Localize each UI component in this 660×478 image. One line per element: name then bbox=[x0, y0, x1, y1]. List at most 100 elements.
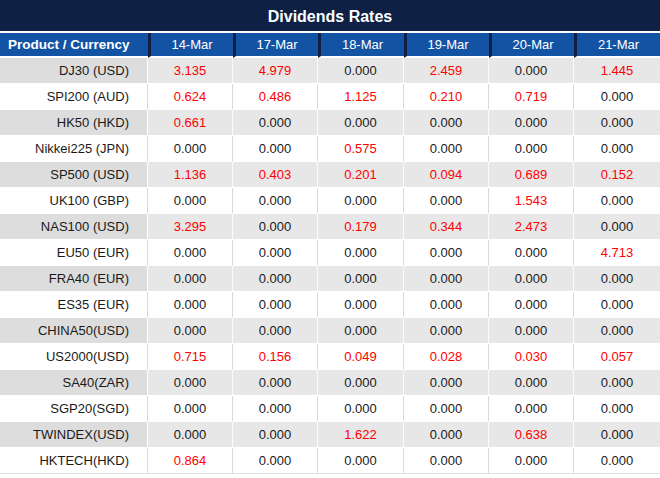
table-row: HKTECH(HKD)0.8640.0000.0000.0000.0000.00… bbox=[0, 448, 660, 474]
dividend-value-cell: 0.000 bbox=[318, 240, 404, 266]
product-cell: UK100 (GBP) bbox=[0, 188, 148, 214]
dividend-value-cell: 0.156 bbox=[233, 344, 318, 370]
dividends-rates-panel: Dividends Rates Product / Currency 14-Ma… bbox=[0, 0, 660, 478]
dividend-value-cell: 0.000 bbox=[574, 370, 660, 396]
dividend-value-cell: 0.000 bbox=[233, 422, 318, 448]
table-row: SP500 (USD)1.1360.4030.2010.0940.6890.15… bbox=[0, 162, 660, 188]
dividend-value-cell: 1.125 bbox=[318, 84, 404, 110]
table-row: EU50 (EUR)0.0000.0000.0000.0000.0004.713 bbox=[0, 240, 660, 266]
dividend-value-cell: 0.000 bbox=[233, 318, 318, 344]
dividend-value-cell: 0.000 bbox=[489, 110, 574, 136]
dividend-value-cell: 3.295 bbox=[148, 214, 233, 240]
dividend-value-cell: 0.689 bbox=[489, 162, 574, 188]
table-body: DJ30 (USD)3.1354.9790.0002.4590.0001.445… bbox=[0, 58, 660, 474]
dividend-value-cell: 0.000 bbox=[489, 370, 574, 396]
dividend-value-cell: 0.000 bbox=[404, 422, 489, 448]
dividend-value-cell: 0.201 bbox=[318, 162, 404, 188]
dividend-value-cell: 0.000 bbox=[318, 110, 404, 136]
dividend-value-cell: 0.028 bbox=[404, 344, 489, 370]
dividend-value-cell: 0.000 bbox=[404, 396, 489, 422]
dividend-value-cell: 0.000 bbox=[233, 136, 318, 162]
product-cell: HK50 (HKD) bbox=[0, 110, 148, 136]
dividend-value-cell: 0.000 bbox=[318, 370, 404, 396]
dividend-value-cell: 3.135 bbox=[148, 58, 233, 84]
dividend-value-cell: 0.179 bbox=[318, 214, 404, 240]
product-cell: SGP20(SGD) bbox=[0, 396, 148, 422]
product-cell: FRA40 (EUR) bbox=[0, 266, 148, 292]
dividend-value-cell: 0.152 bbox=[574, 162, 660, 188]
date-column-header: 18-Mar bbox=[318, 33, 404, 58]
dividend-value-cell: 0.000 bbox=[148, 396, 233, 422]
table-row: Nikkei225 (JPN)0.0000.0000.5750.0000.000… bbox=[0, 136, 660, 162]
table-row: SPI200 (AUD)0.6240.4861.1250.2100.7190.0… bbox=[0, 84, 660, 110]
dividend-value-cell: 0.000 bbox=[574, 188, 660, 214]
product-cell: CHINA50(USD) bbox=[0, 318, 148, 344]
dividend-value-cell: 0.000 bbox=[318, 448, 404, 474]
dividend-value-cell: 0.000 bbox=[404, 292, 489, 318]
dividend-value-cell: 0.000 bbox=[574, 292, 660, 318]
product-cell: HKTECH(HKD) bbox=[0, 448, 148, 474]
dividend-value-cell: 0.000 bbox=[148, 266, 233, 292]
dividend-value-cell: 0.000 bbox=[148, 318, 233, 344]
dividend-value-cell: 4.979 bbox=[233, 58, 318, 84]
dividend-value-cell: 0.000 bbox=[318, 188, 404, 214]
dividend-value-cell: 0.000 bbox=[233, 370, 318, 396]
dividend-value-cell: 1.445 bbox=[574, 58, 660, 84]
dividend-value-cell: 0.000 bbox=[404, 318, 489, 344]
date-column-header: 21-Mar bbox=[574, 33, 660, 58]
dividend-value-cell: 0.000 bbox=[233, 448, 318, 474]
dividend-value-cell: 0.000 bbox=[489, 448, 574, 474]
dividend-value-cell: 0.000 bbox=[233, 240, 318, 266]
dividend-value-cell: 0.864 bbox=[148, 448, 233, 474]
dividend-value-cell: 0.000 bbox=[404, 240, 489, 266]
dividend-value-cell: 0.661 bbox=[148, 110, 233, 136]
dividend-value-cell: 0.000 bbox=[574, 422, 660, 448]
date-column-header: 17-Mar bbox=[233, 33, 318, 58]
dividend-value-cell: 0.000 bbox=[148, 240, 233, 266]
dividend-value-cell: 0.000 bbox=[574, 448, 660, 474]
dividend-value-cell: 1.622 bbox=[318, 422, 404, 448]
table-row: SA40(ZAR)0.0000.0000.0000.0000.0000.000 bbox=[0, 370, 660, 396]
product-cell: NAS100 (USD) bbox=[0, 214, 148, 240]
date-column-header: 20-Mar bbox=[489, 33, 574, 58]
dividend-value-cell: 4.713 bbox=[574, 240, 660, 266]
header-row: Product / Currency 14-Mar 17-Mar 18-Mar … bbox=[0, 33, 660, 58]
dividend-value-cell: 0.719 bbox=[489, 84, 574, 110]
dividend-value-cell: 0.000 bbox=[148, 188, 233, 214]
dividend-value-cell: 0.000 bbox=[318, 266, 404, 292]
dividend-value-cell: 0.000 bbox=[574, 266, 660, 292]
dividend-value-cell: 0.000 bbox=[574, 84, 660, 110]
dividend-value-cell: 1.543 bbox=[489, 188, 574, 214]
dividend-value-cell: 0.000 bbox=[148, 136, 233, 162]
dividend-value-cell: 0.000 bbox=[574, 214, 660, 240]
table-row: US2000(USD)0.7150.1560.0490.0280.0300.05… bbox=[0, 344, 660, 370]
dividend-value-cell: 0.000 bbox=[318, 292, 404, 318]
product-cell: DJ30 (USD) bbox=[0, 58, 148, 84]
table-row: ES35 (EUR)0.0000.0000.0000.0000.0000.000 bbox=[0, 292, 660, 318]
dividend-value-cell: 0.000 bbox=[233, 214, 318, 240]
table-row: TWINDEX(USD)0.0000.0001.6220.0000.6380.0… bbox=[0, 422, 660, 448]
dividend-value-cell: 0.000 bbox=[489, 136, 574, 162]
dividend-value-cell: 0.000 bbox=[404, 188, 489, 214]
product-cell: Nikkei225 (JPN) bbox=[0, 136, 148, 162]
dividend-value-cell: 0.000 bbox=[148, 422, 233, 448]
dividend-value-cell: 2.473 bbox=[489, 214, 574, 240]
dividend-value-cell: 0.000 bbox=[148, 292, 233, 318]
dividend-value-cell: 0.049 bbox=[318, 344, 404, 370]
dividend-value-cell: 0.000 bbox=[233, 110, 318, 136]
date-column-header: 19-Mar bbox=[404, 33, 489, 58]
dividend-value-cell: 0.000 bbox=[404, 266, 489, 292]
page-title: Dividends Rates bbox=[0, 0, 660, 33]
dividend-value-cell: 0.210 bbox=[404, 84, 489, 110]
dividend-value-cell: 0.403 bbox=[233, 162, 318, 188]
dividend-value-cell: 1.136 bbox=[148, 162, 233, 188]
dividend-value-cell: 0.000 bbox=[148, 370, 233, 396]
dividend-value-cell: 0.000 bbox=[489, 396, 574, 422]
dividend-value-cell: 0.000 bbox=[574, 110, 660, 136]
product-cell: SPI200 (AUD) bbox=[0, 84, 148, 110]
dividend-value-cell: 0.000 bbox=[404, 370, 489, 396]
dividend-value-cell: 0.000 bbox=[489, 266, 574, 292]
dividend-value-cell: 0.000 bbox=[233, 266, 318, 292]
table-row: FRA40 (EUR)0.0000.0000.0000.0000.0000.00… bbox=[0, 266, 660, 292]
product-cell: SP500 (USD) bbox=[0, 162, 148, 188]
